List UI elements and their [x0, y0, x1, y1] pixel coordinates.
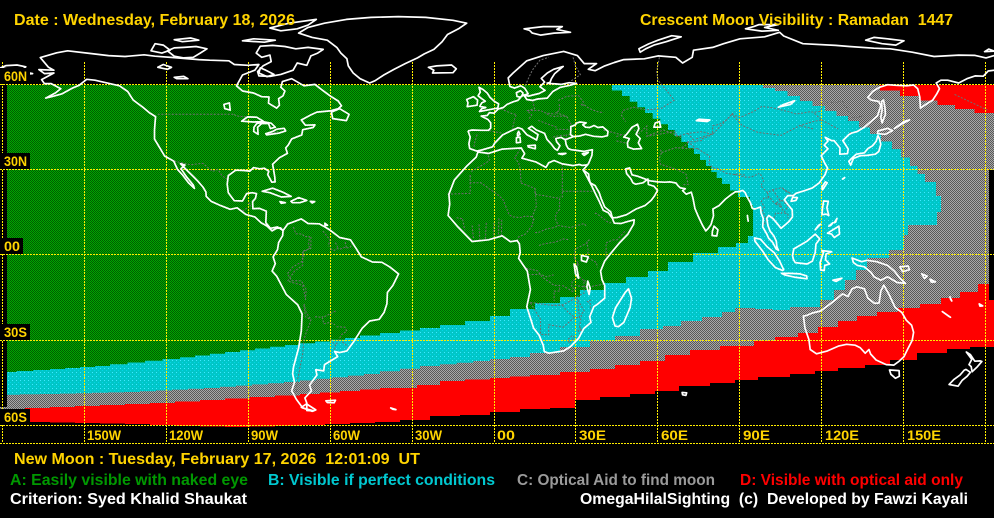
svg-text:30N: 30N	[4, 153, 27, 169]
svg-text:D: Visible with optical aid on: D: Visible with optical aid only	[740, 472, 963, 489]
svg-text:OmegaHilalSighting (c) Devel: OmegaHilalSighting (c) Developed by Fawz…	[580, 491, 968, 508]
svg-text:90W: 90W	[251, 427, 279, 443]
svg-text:Criterion: Syed Khalid Shaukat: Criterion: Syed Khalid Shaukat	[10, 491, 248, 508]
svg-text:90E: 90E	[743, 427, 770, 443]
svg-text:Crescent Moon Visibility : Ram: Crescent Moon Visibility : Ramadan 1447	[640, 12, 953, 29]
svg-text:30W: 30W	[415, 427, 443, 443]
svg-text:B: Visible if perfect conditio: B: Visible if perfect conditions	[268, 472, 495, 489]
svg-text:30E: 30E	[579, 427, 606, 443]
svg-text:60S: 60S	[4, 409, 27, 425]
svg-text:C: Optical Aid to find moon: C: Optical Aid to find moon	[517, 472, 715, 489]
svg-text:150W: 150W	[87, 427, 122, 443]
svg-text:00: 00	[4, 238, 20, 254]
svg-text:60E: 60E	[661, 427, 688, 443]
svg-text:150E: 150E	[907, 427, 941, 443]
svg-text:120W: 120W	[169, 427, 204, 443]
svg-text:Date : Wednesday, February 18,: Date : Wednesday, February 18, 2026	[14, 12, 295, 29]
svg-text:New Moon : Tuesday, February 1: New Moon : Tuesday, February 17, 2026 12…	[14, 451, 421, 468]
svg-text:120E: 120E	[825, 427, 859, 443]
svg-text:60W: 60W	[333, 427, 361, 443]
svg-text:30S: 30S	[4, 324, 27, 340]
svg-text:60N: 60N	[4, 68, 27, 84]
svg-text:A: Easily visible with naked e: A: Easily visible with naked eye	[10, 472, 248, 489]
svg-text:00: 00	[497, 427, 515, 443]
